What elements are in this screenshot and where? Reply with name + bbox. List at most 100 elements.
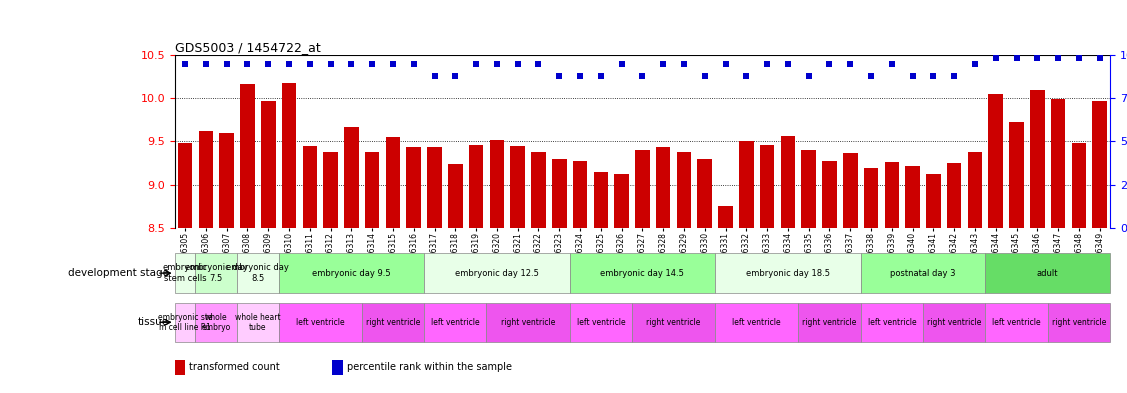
Text: right ventricle: right ventricle — [1051, 318, 1106, 327]
Text: embryonic day
7.5: embryonic day 7.5 — [185, 263, 248, 283]
Bar — [569, 253, 716, 293]
Point — [695, 73, 713, 79]
Bar — [573, 160, 587, 228]
Bar — [282, 83, 296, 228]
Bar — [718, 206, 733, 228]
Bar — [798, 303, 861, 342]
Bar — [988, 94, 1003, 228]
Point — [841, 61, 859, 67]
Text: adult: adult — [1037, 269, 1058, 277]
Bar — [1092, 101, 1107, 228]
Point — [675, 61, 693, 67]
Bar — [781, 136, 796, 228]
Bar — [278, 253, 424, 293]
Bar — [424, 253, 569, 293]
Text: left ventricle: left ventricle — [577, 318, 625, 327]
Text: left ventricle: left ventricle — [992, 318, 1041, 327]
Text: right ventricle: right ventricle — [928, 318, 982, 327]
Bar — [195, 303, 237, 342]
Point — [592, 73, 610, 79]
Bar — [885, 162, 899, 228]
Bar — [614, 174, 629, 228]
Bar — [449, 164, 462, 228]
Bar — [323, 152, 338, 228]
Text: embryonic day 14.5: embryonic day 14.5 — [601, 269, 684, 277]
Text: embryonic ste
m cell line R1: embryonic ste m cell line R1 — [158, 312, 212, 332]
Text: embryonic day 9.5: embryonic day 9.5 — [312, 269, 391, 277]
Point — [613, 61, 631, 67]
Bar — [716, 253, 861, 293]
Bar — [632, 303, 716, 342]
Bar — [511, 146, 525, 228]
Bar — [332, 360, 343, 375]
Bar — [424, 303, 487, 342]
Point — [218, 61, 236, 67]
Point — [239, 61, 257, 67]
Bar — [240, 84, 255, 228]
Text: embryonic day 12.5: embryonic day 12.5 — [455, 269, 539, 277]
Point — [1091, 55, 1109, 62]
Text: left ventricle: left ventricle — [296, 318, 345, 327]
Bar — [469, 145, 483, 228]
Bar — [947, 163, 961, 228]
Bar — [489, 140, 504, 228]
Point — [800, 73, 818, 79]
Bar — [760, 145, 774, 228]
Point — [1028, 55, 1046, 62]
Bar — [344, 127, 358, 228]
Text: whole
embryo: whole embryo — [202, 312, 231, 332]
Bar — [926, 174, 941, 228]
Bar — [552, 159, 567, 228]
Point — [405, 61, 423, 67]
Point — [758, 61, 777, 67]
Point — [987, 55, 1005, 62]
Point — [488, 61, 506, 67]
Point — [550, 73, 568, 79]
Point — [197, 61, 215, 67]
Point — [737, 73, 755, 79]
Point — [1049, 55, 1067, 62]
Point — [301, 61, 319, 67]
Point — [1008, 55, 1026, 62]
Bar — [739, 141, 754, 228]
Point — [904, 73, 922, 79]
Text: left ventricle: left ventricle — [868, 318, 916, 327]
Bar — [923, 303, 985, 342]
Bar — [823, 162, 836, 228]
Point — [446, 73, 464, 79]
Point — [571, 73, 589, 79]
Bar — [676, 152, 691, 228]
Bar — [302, 146, 317, 228]
Point — [259, 61, 277, 67]
Text: embryonic day
8.5: embryonic day 8.5 — [227, 263, 290, 283]
Point — [633, 73, 651, 79]
Bar — [861, 253, 985, 293]
Bar — [985, 253, 1110, 293]
Bar — [1010, 121, 1023, 228]
Text: percentile rank within the sample: percentile rank within the sample — [347, 362, 512, 373]
Bar — [385, 137, 400, 228]
Bar — [220, 133, 234, 228]
Bar — [656, 147, 671, 228]
Bar — [905, 166, 920, 228]
Text: postnatal day 3: postnatal day 3 — [890, 269, 956, 277]
Point — [924, 73, 942, 79]
Bar — [175, 253, 195, 293]
Text: GDS5003 / 1454722_at: GDS5003 / 1454722_at — [175, 41, 320, 54]
Text: left ventricle: left ventricle — [431, 318, 480, 327]
Point — [176, 61, 194, 67]
Point — [279, 61, 298, 67]
Bar — [801, 150, 816, 228]
Point — [1070, 55, 1088, 62]
Point — [882, 61, 900, 67]
Bar — [365, 152, 380, 228]
Point — [654, 61, 672, 67]
Point — [363, 61, 381, 67]
Text: embryonic day 18.5: embryonic day 18.5 — [746, 269, 829, 277]
Bar — [487, 303, 569, 342]
Text: development stage: development stage — [68, 268, 169, 278]
Bar — [716, 303, 798, 342]
Bar — [362, 303, 424, 342]
Text: right ventricle: right ventricle — [647, 318, 701, 327]
Point — [384, 61, 402, 67]
